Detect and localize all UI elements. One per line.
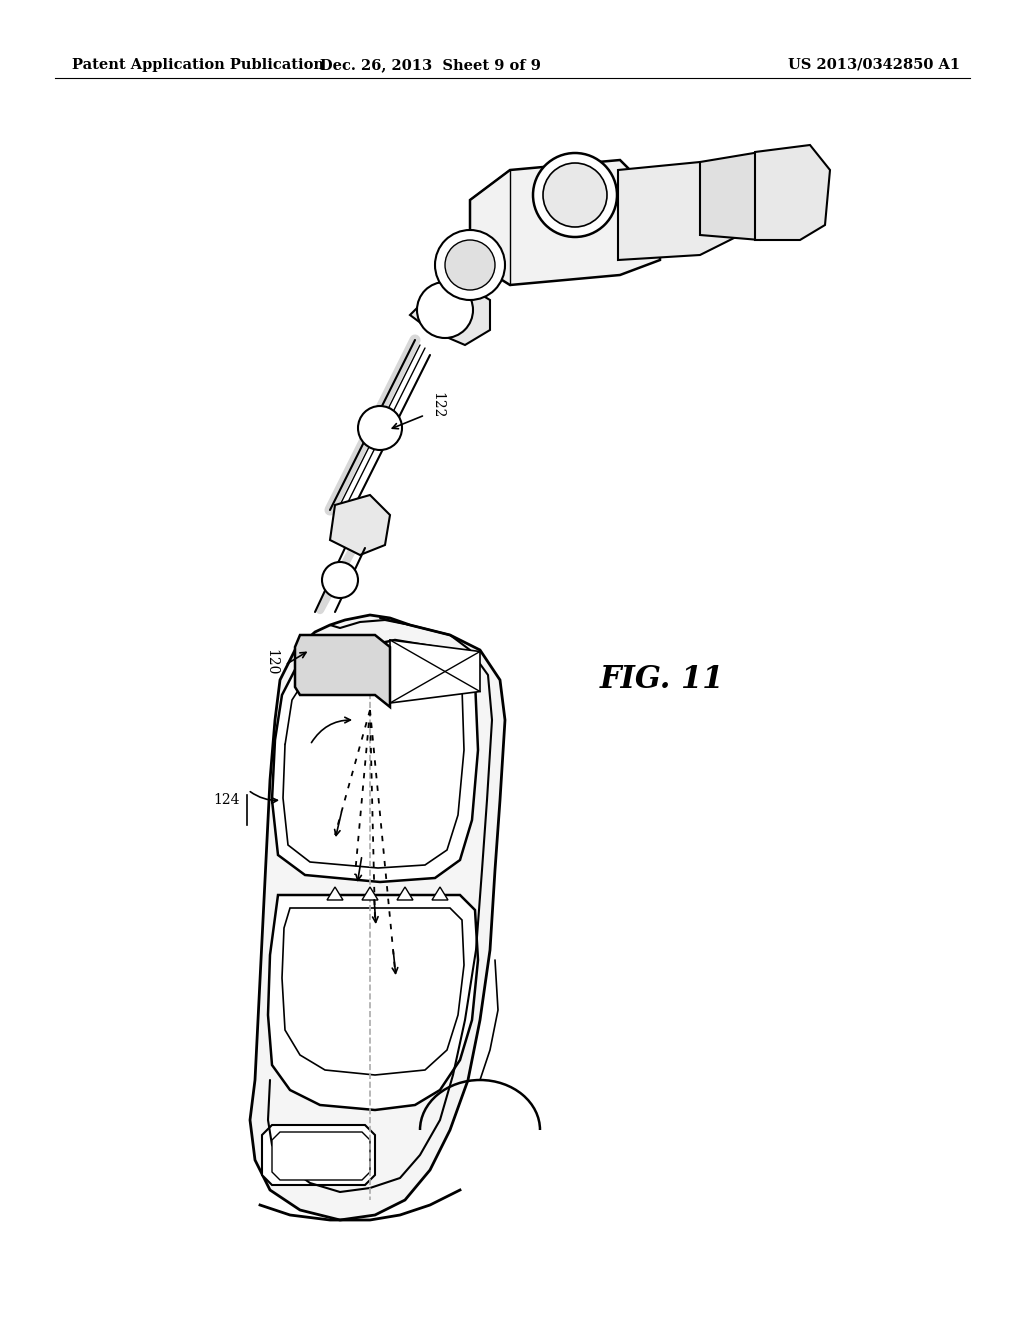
Polygon shape xyxy=(432,887,449,900)
Polygon shape xyxy=(330,495,390,554)
Polygon shape xyxy=(282,908,464,1074)
Circle shape xyxy=(534,153,617,238)
Polygon shape xyxy=(268,895,478,1110)
Text: Dec. 26, 2013  Sheet 9 of 9: Dec. 26, 2013 Sheet 9 of 9 xyxy=(319,58,541,73)
Circle shape xyxy=(322,562,358,598)
Text: 30: 30 xyxy=(283,743,300,756)
Polygon shape xyxy=(250,615,505,1220)
Polygon shape xyxy=(295,635,390,708)
Polygon shape xyxy=(470,160,660,285)
Text: Patent Application Publication: Patent Application Publication xyxy=(72,58,324,73)
Polygon shape xyxy=(262,1125,375,1185)
Circle shape xyxy=(358,407,402,450)
Polygon shape xyxy=(283,655,464,869)
Circle shape xyxy=(417,282,473,338)
Polygon shape xyxy=(362,887,378,900)
Text: 122: 122 xyxy=(430,392,444,418)
Text: FIG. 11: FIG. 11 xyxy=(600,664,725,696)
Polygon shape xyxy=(410,285,490,345)
Polygon shape xyxy=(272,1133,370,1180)
Polygon shape xyxy=(755,145,830,240)
Circle shape xyxy=(445,240,495,290)
Polygon shape xyxy=(397,887,413,900)
Circle shape xyxy=(543,162,607,227)
Polygon shape xyxy=(700,152,790,240)
Text: 120: 120 xyxy=(264,649,278,676)
Text: US 2013/0342850 A1: US 2013/0342850 A1 xyxy=(787,58,961,73)
Circle shape xyxy=(435,230,505,300)
Polygon shape xyxy=(618,162,740,260)
Polygon shape xyxy=(390,640,480,704)
Polygon shape xyxy=(327,887,343,900)
Text: 124: 124 xyxy=(213,793,240,807)
Polygon shape xyxy=(272,640,478,882)
